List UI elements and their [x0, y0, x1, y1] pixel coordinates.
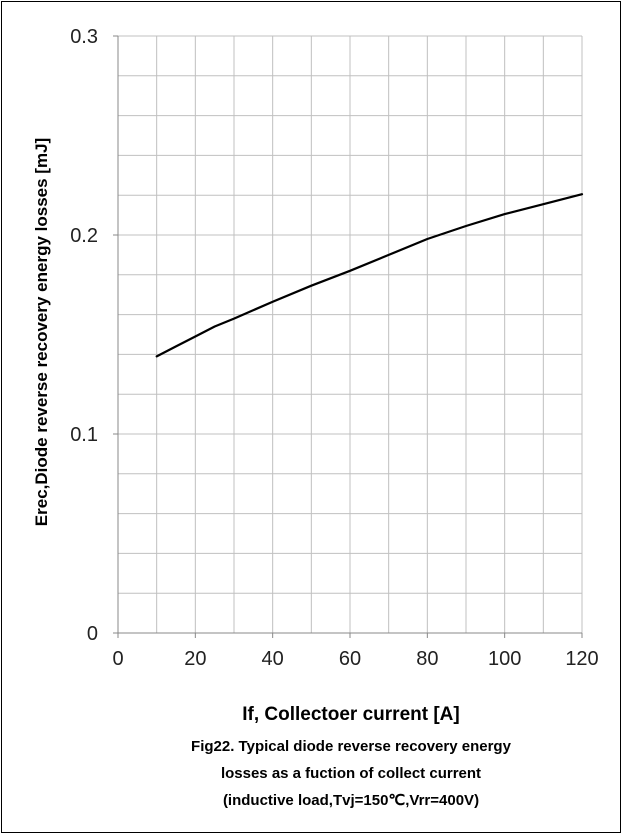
x-tick-label: 40 [262, 648, 284, 670]
figure-caption-line-1: Fig22. Typical diode reverse recovery en… [191, 738, 511, 755]
x-tick-label: 120 [565, 648, 598, 670]
y-tick-label: 0.2 [70, 225, 98, 247]
y-axis-label: Erec,Diode reverse recovery energy losse… [32, 137, 51, 527]
x-axis-label: If, Collectoer current [A] [242, 704, 460, 725]
series-layer [155, 193, 584, 358]
x-tick-label: 60 [339, 648, 361, 670]
axes [113, 35, 583, 638]
x-tick-label: 20 [184, 648, 206, 670]
grid [117, 35, 583, 634]
y-tick-label: 0.1 [70, 424, 98, 446]
tick-labels: 0 20 40 60 80 100 120 0 0.1 0.2 0.3 [70, 26, 599, 670]
x-tick-label: 80 [416, 648, 438, 670]
figure-caption-line-2: losses as a fuction of collect current [220, 765, 482, 782]
x-tick-label: 0 [112, 648, 123, 670]
y-tick-label: 0 [87, 623, 98, 645]
y-tick-label: 0.3 [70, 26, 98, 48]
series-line [155, 193, 584, 358]
figure-caption-line-3: (inductive load,Tvj=150℃,Vrr=400V) [222, 792, 480, 809]
x-tick-label: 100 [488, 648, 521, 670]
